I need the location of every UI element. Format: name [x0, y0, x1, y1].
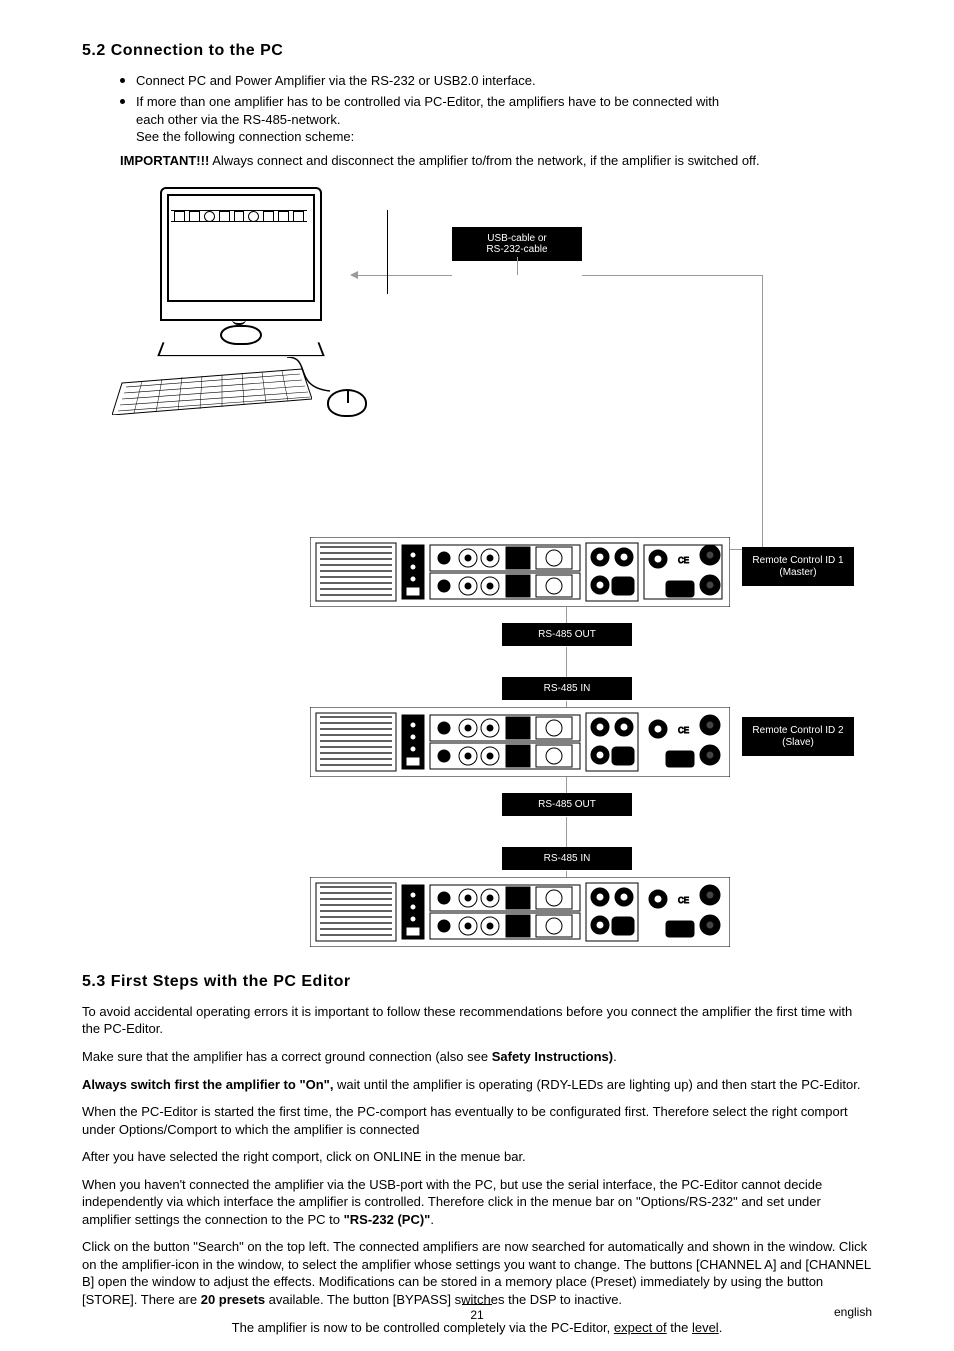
toolbar-icon	[204, 211, 215, 222]
amp2-rs485-in-label: RS-485 IN	[502, 677, 632, 700]
page-number: 21	[462, 1304, 491, 1323]
s53-p6a: When you haven't connected the amplifier…	[82, 1177, 822, 1227]
wire-segment	[566, 817, 567, 847]
svg-text:CE: CE	[678, 896, 689, 905]
bullet-2b: each other via the RS-485-network.	[136, 112, 341, 127]
pc-illustration	[112, 187, 392, 417]
s53-p2a: Make sure that the amplifier has a corre…	[82, 1049, 492, 1064]
amp2-rs485-in-text: RS-485 IN	[544, 683, 591, 694]
toolbar-icon	[278, 211, 289, 222]
svg-text:CE: CE	[678, 726, 689, 735]
s53-p7: Click on the button "Search" on the top …	[82, 1238, 872, 1308]
toolbar-icon	[189, 211, 200, 222]
toolbar-icon	[293, 211, 304, 222]
amp2-side-line2: (Slave)	[782, 737, 814, 748]
s53-p5: After you have selected the right compor…	[82, 1148, 872, 1166]
wire-segment	[566, 647, 567, 677]
s53-p2b: Safety Instructions)	[492, 1049, 613, 1064]
amp1-rs485-out-label: RS-485 OUT	[502, 623, 632, 646]
amp1-side-line2: (Master)	[779, 567, 816, 578]
amp1-rs485-out-text: RS-485 OUT	[538, 629, 596, 640]
s53-p4: When the PC-Editor is started the first …	[82, 1103, 872, 1138]
amplifier-3: CE	[310, 877, 730, 947]
amplifier-2: CE	[310, 707, 730, 777]
toolbar-icon	[219, 211, 230, 222]
section-5-2-heading: 5.2 Connection to the PC	[82, 40, 872, 62]
footer-language: english	[834, 1304, 872, 1320]
page-footer: 21 english	[0, 1304, 954, 1323]
amplifier-1: CE	[310, 537, 730, 607]
amp3-rs485-in-text: RS-485 IN	[544, 853, 591, 864]
usb-rs232-label: USB-cable or RS-232-cable	[452, 227, 582, 261]
s53-p3b: wait until the amplifier is operating (R…	[337, 1077, 860, 1092]
bullet-1: Connect PC and Power Amplifier via the R…	[120, 72, 872, 90]
toolbar-icon	[263, 211, 274, 222]
important-note: IMPORTANT!!! Always connect and disconne…	[120, 152, 872, 170]
important-text: Always connect and disconnect the amplif…	[209, 153, 759, 168]
bullet-2a: If more than one amplifier has to be con…	[136, 94, 719, 109]
s53-p2: Make sure that the amplifier has a corre…	[82, 1048, 872, 1066]
important-label: IMPORTANT!!!	[120, 153, 209, 168]
wire-segment	[566, 777, 567, 793]
connection-diagram: USB-cable or RS-232-cable	[82, 187, 872, 957]
s53-p2c: .	[613, 1049, 617, 1064]
toolbar-icon	[234, 211, 245, 222]
wire-segment	[762, 275, 763, 549]
bullet-1-text: Connect PC and Power Amplifier via the R…	[136, 73, 536, 88]
s53-p6c: .	[430, 1212, 434, 1227]
amp2-rs485-out-label: RS-485 OUT	[502, 793, 632, 816]
toolbar-icon	[248, 211, 259, 222]
svg-text:CE: CE	[678, 556, 689, 565]
mouse-cable	[282, 357, 352, 397]
usb-rs232-line1: USB-cable or	[487, 233, 546, 244]
bullet-2: If more than one amplifier has to be con…	[120, 93, 872, 146]
wire-segment	[566, 607, 567, 623]
toolbar-icon	[174, 211, 185, 222]
amp2-side-label: Remote Control ID 2 (Slave)	[742, 717, 854, 756]
amp2-side-line1: Remote Control ID 2	[752, 725, 843, 736]
amp1-side-label: Remote Control ID 1 (Master)	[742, 547, 854, 586]
s53-p6: When you haven't connected the amplifier…	[82, 1176, 872, 1229]
s53-p6b: "RS-232 (PC)"	[344, 1212, 431, 1227]
amp3-rs485-in-label: RS-485 IN	[502, 847, 632, 870]
monitor-toolbar	[171, 210, 307, 222]
section-5-2-bullets: Connect PC and Power Amplifier via the R…	[120, 72, 872, 146]
s53-p3: Always switch first the amplifier to "On…	[82, 1076, 872, 1094]
wire-segment	[517, 257, 518, 275]
wire-segment	[582, 275, 762, 276]
usb-rs232-line2: RS-232-cable	[486, 244, 547, 255]
scrollbar-icon	[387, 210, 396, 294]
s53-p3a: Always switch first the amplifier to "On…	[82, 1077, 337, 1092]
amp1-side-line1: Remote Control ID 1	[752, 555, 843, 566]
s53-p1: To avoid accidental operating errors it …	[82, 1003, 872, 1038]
amp2-rs485-out-text: RS-485 OUT	[538, 799, 596, 810]
section-5-3-heading: 5.3 First Steps with the PC Editor	[82, 971, 872, 993]
bullet-2c: See the following connection scheme:	[136, 129, 354, 144]
monitor-base	[157, 343, 324, 357]
